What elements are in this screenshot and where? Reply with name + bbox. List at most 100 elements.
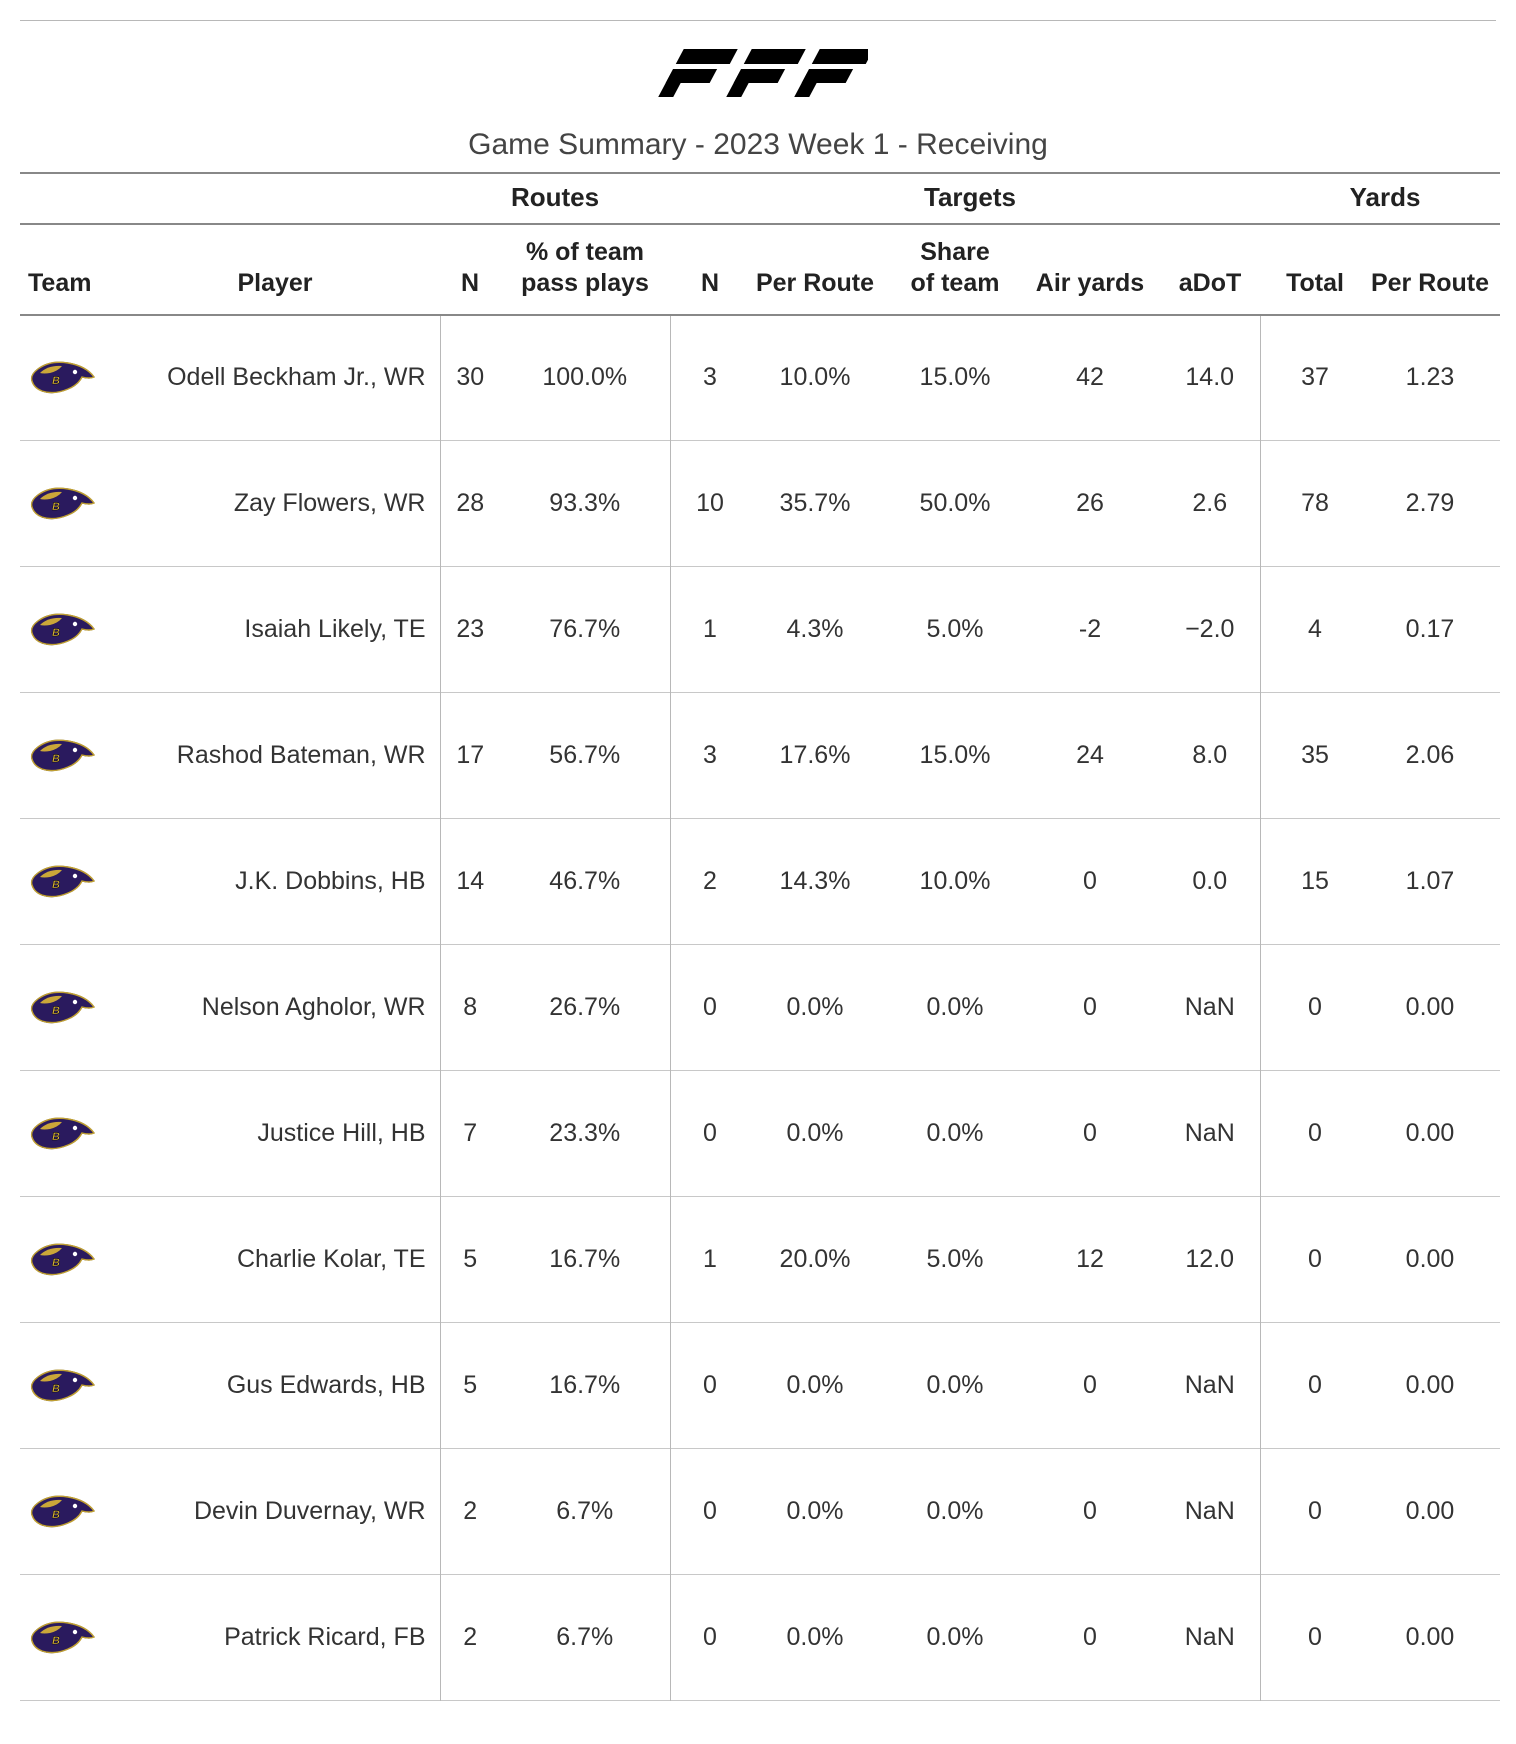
cell-yards-total: 4 xyxy=(1270,567,1360,693)
cell-routes-pct: 6.7% xyxy=(500,1449,670,1575)
col-group-routes: Routes xyxy=(440,173,670,224)
table-row: B Zay Flowers, WR 28 93.3% 10 35.7% 50.0… xyxy=(20,441,1500,567)
table-row: B Justice Hill, HB 7 23.3% 0 0.0% 0.0% 0… xyxy=(20,1071,1500,1197)
cell-targets-adot: 14.0 xyxy=(1160,315,1260,441)
ravens-logo-icon: B xyxy=(28,735,98,777)
cell-yards-total: 0 xyxy=(1270,1323,1360,1449)
cell-targets-n: 10 xyxy=(680,441,740,567)
ravens-logo-icon: B xyxy=(28,987,98,1029)
cell-yards-total: 15 xyxy=(1270,819,1360,945)
svg-text:B: B xyxy=(52,627,60,639)
cell-routes-n: 5 xyxy=(440,1197,500,1323)
cell-targets-share: 0.0% xyxy=(890,1071,1020,1197)
col-targets-adot: aDoT xyxy=(1160,224,1260,315)
cell-targets-per-route: 14.3% xyxy=(740,819,890,945)
cell-yards-per-route: 0.00 xyxy=(1360,945,1500,1071)
cell-targets-air: 0 xyxy=(1020,1071,1160,1197)
cell-targets-air: 42 xyxy=(1020,315,1160,441)
table-row: B Gus Edwards, HB 5 16.7% 0 0.0% 0.0% 0 … xyxy=(20,1323,1500,1449)
cell-player: Patrick Ricard, FB xyxy=(110,1575,440,1701)
cell-player: Gus Edwards, HB xyxy=(110,1323,440,1449)
cell-player: J.K. Dobbins, HB xyxy=(110,819,440,945)
cell-player: Nelson Agholor, WR xyxy=(110,945,440,1071)
cell-routes-n: 28 xyxy=(440,441,500,567)
report-container: Game Summary - 2023 Week 1 - Receiving R… xyxy=(20,20,1496,1701)
col-yards-total: Total xyxy=(1270,224,1360,315)
cell-targets-air: 0 xyxy=(1020,945,1160,1071)
cell-targets-per-route: 20.0% xyxy=(740,1197,890,1323)
cell-targets-adot: −2.0 xyxy=(1160,567,1260,693)
cell-yards-per-route: 0.00 xyxy=(1360,1575,1500,1701)
cell-routes-pct: 46.7% xyxy=(500,819,670,945)
cell-team: B xyxy=(20,1575,110,1701)
cell-targets-adot: NaN xyxy=(1160,945,1260,1071)
ravens-logo-icon: B xyxy=(28,1113,98,1155)
cell-team: B xyxy=(20,819,110,945)
cell-targets-air: 0 xyxy=(1020,1449,1160,1575)
cell-yards-total: 78 xyxy=(1270,441,1360,567)
cell-team: B xyxy=(20,945,110,1071)
cell-yards-total: 0 xyxy=(1270,1071,1360,1197)
cell-player: Rashod Bateman, WR xyxy=(110,693,440,819)
cell-yards-per-route: 0.00 xyxy=(1360,1071,1500,1197)
table-row: B Rashod Bateman, WR 17 56.7% 3 17.6% 15… xyxy=(20,693,1500,819)
svg-text:B: B xyxy=(52,1005,60,1017)
cell-yards-per-route: 1.23 xyxy=(1360,315,1500,441)
svg-text:B: B xyxy=(52,1383,60,1395)
cell-yards-per-route: 2.06 xyxy=(1360,693,1500,819)
cell-team: B xyxy=(20,1071,110,1197)
cell-targets-adot: NaN xyxy=(1160,1071,1260,1197)
cell-targets-adot: 2.6 xyxy=(1160,441,1260,567)
cell-routes-n: 8 xyxy=(440,945,500,1071)
ravens-logo-icon: B xyxy=(28,483,98,525)
cell-yards-per-route: 1.07 xyxy=(1360,819,1500,945)
cell-routes-pct: 93.3% xyxy=(500,441,670,567)
report-title: Game Summary - 2023 Week 1 - Receiving xyxy=(20,128,1496,162)
svg-text:B: B xyxy=(52,1509,60,1521)
cell-targets-per-route: 0.0% xyxy=(740,1449,890,1575)
cell-targets-air: 12 xyxy=(1020,1197,1160,1323)
cell-targets-air: 0 xyxy=(1020,1575,1160,1701)
cell-team: B xyxy=(20,441,110,567)
table-row: B Charlie Kolar, TE 5 16.7% 1 20.0% 5.0%… xyxy=(20,1197,1500,1323)
cell-team: B xyxy=(20,567,110,693)
cell-routes-n: 2 xyxy=(440,1449,500,1575)
cell-targets-n: 0 xyxy=(680,1449,740,1575)
cell-targets-n: 1 xyxy=(680,567,740,693)
cell-targets-adot: 0.0 xyxy=(1160,819,1260,945)
svg-text:B: B xyxy=(52,879,60,891)
cell-routes-pct: 6.7% xyxy=(500,1575,670,1701)
cell-routes-n: 23 xyxy=(440,567,500,693)
ravens-logo-icon: B xyxy=(28,1491,98,1533)
cell-targets-adot: 8.0 xyxy=(1160,693,1260,819)
cell-routes-n: 5 xyxy=(440,1323,500,1449)
cell-targets-share: 0.0% xyxy=(890,1575,1020,1701)
col-targets-air: Air yards xyxy=(1020,224,1160,315)
svg-text:B: B xyxy=(52,1257,60,1269)
table-row: B Patrick Ricard, FB 2 6.7% 0 0.0% 0.0% … xyxy=(20,1575,1500,1701)
cell-targets-share: 5.0% xyxy=(890,1197,1020,1323)
cell-targets-per-route: 10.0% xyxy=(740,315,890,441)
cell-targets-per-route: 4.3% xyxy=(740,567,890,693)
cell-targets-share: 10.0% xyxy=(890,819,1020,945)
cell-player: Justice Hill, HB xyxy=(110,1071,440,1197)
cell-targets-adot: 12.0 xyxy=(1160,1197,1260,1323)
cell-routes-pct: 76.7% xyxy=(500,567,670,693)
ravens-logo-icon: B xyxy=(28,357,98,399)
col-group-targets: Targets xyxy=(680,173,1260,224)
cell-targets-n: 2 xyxy=(680,819,740,945)
col-player: Player xyxy=(110,224,440,315)
col-group-yards: Yards xyxy=(1270,173,1500,224)
cell-yards-total: 0 xyxy=(1270,1449,1360,1575)
table-body: B Odell Beckham Jr., WR 30 100.0% 3 10.0… xyxy=(20,315,1500,1701)
cell-targets-air: 24 xyxy=(1020,693,1160,819)
cell-targets-share: 0.0% xyxy=(890,945,1020,1071)
cell-targets-share: 15.0% xyxy=(890,315,1020,441)
cell-targets-share: 15.0% xyxy=(890,693,1020,819)
cell-targets-n: 3 xyxy=(680,693,740,819)
col-routes-pct: % of teampass plays xyxy=(500,224,670,315)
col-yards-per-route: Per Route xyxy=(1360,224,1500,315)
cell-targets-air: 0 xyxy=(1020,819,1160,945)
cell-targets-share: 5.0% xyxy=(890,567,1020,693)
cell-targets-adot: NaN xyxy=(1160,1323,1260,1449)
